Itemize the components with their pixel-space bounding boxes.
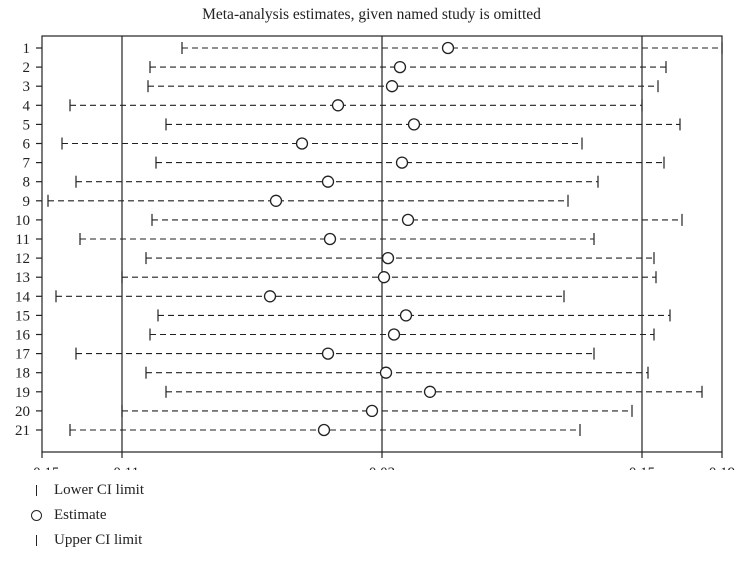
- legend: Lower CI limit Estimate Upper CI limit: [28, 478, 144, 553]
- estimate-point: [393, 60, 407, 74]
- legend-item-estimate: Estimate: [28, 503, 144, 528]
- forest-plot: −0.15−0.110.020.150.19123456789101112131…: [15, 35, 735, 470]
- estimate-point: [295, 137, 309, 150]
- estimate-point: [399, 309, 413, 322]
- study-label: 5: [23, 117, 31, 133]
- estimate-point: [263, 290, 277, 303]
- study-label: 11: [16, 232, 30, 248]
- estimate-point: [323, 232, 337, 246]
- study-label: 9: [23, 194, 31, 210]
- estimate-point: [423, 385, 437, 398]
- study-label: 12: [15, 251, 30, 267]
- x-tick-label: 0.02: [369, 465, 395, 470]
- circle-icon: [28, 510, 44, 521]
- estimate-point: [385, 80, 399, 93]
- estimate-point: [401, 213, 415, 227]
- study-label: 7: [23, 156, 31, 172]
- study-label: 1: [23, 41, 31, 57]
- study-label: 14: [15, 289, 31, 305]
- x-tick-label: 0.15: [629, 465, 655, 470]
- legend-label-upper: Upper CI limit: [54, 532, 143, 548]
- study-label: 15: [15, 308, 30, 324]
- study-label: 10: [15, 213, 30, 229]
- legend-item-lower: Lower CI limit: [28, 478, 144, 503]
- study-label: 20: [15, 404, 30, 420]
- estimate-point: [321, 347, 335, 360]
- study-label: 17: [15, 347, 31, 363]
- study-label: 16: [15, 328, 31, 344]
- estimate-point: [269, 194, 283, 207]
- legend-label-lower: Lower CI limit: [54, 482, 144, 498]
- study-label: 8: [23, 175, 31, 191]
- estimate-point: [331, 99, 345, 112]
- estimate-point: [395, 156, 409, 169]
- x-tick-label: −0.15: [25, 465, 60, 470]
- study-label: 6: [23, 137, 31, 153]
- study-label: 4: [23, 98, 31, 114]
- study-label: 21: [15, 423, 30, 439]
- legend-item-upper: Upper CI limit: [28, 528, 144, 553]
- estimate-point: [365, 404, 379, 418]
- study-label: 3: [23, 79, 31, 95]
- chart-title: Meta-analysis estimates, given named stu…: [202, 6, 541, 23]
- study-label: 19: [15, 385, 30, 401]
- estimate-point: [377, 271, 391, 284]
- study-label: 18: [15, 366, 30, 382]
- estimate-point: [317, 423, 331, 437]
- estimate-point: [379, 366, 393, 379]
- study-label: 2: [23, 60, 31, 76]
- estimate-point: [441, 41, 455, 55]
- study-label: 13: [15, 270, 30, 286]
- x-tick-label: −0.11: [105, 465, 139, 470]
- estimate-point: [387, 328, 401, 341]
- tick-mark-icon: [28, 535, 44, 546]
- x-tick-label: 0.19: [709, 465, 735, 470]
- estimate-point: [321, 175, 335, 188]
- legend-label-estimate: Estimate: [54, 507, 107, 523]
- estimate-point: [381, 251, 395, 265]
- tick-mark-icon: [28, 485, 44, 496]
- estimate-point: [407, 118, 421, 131]
